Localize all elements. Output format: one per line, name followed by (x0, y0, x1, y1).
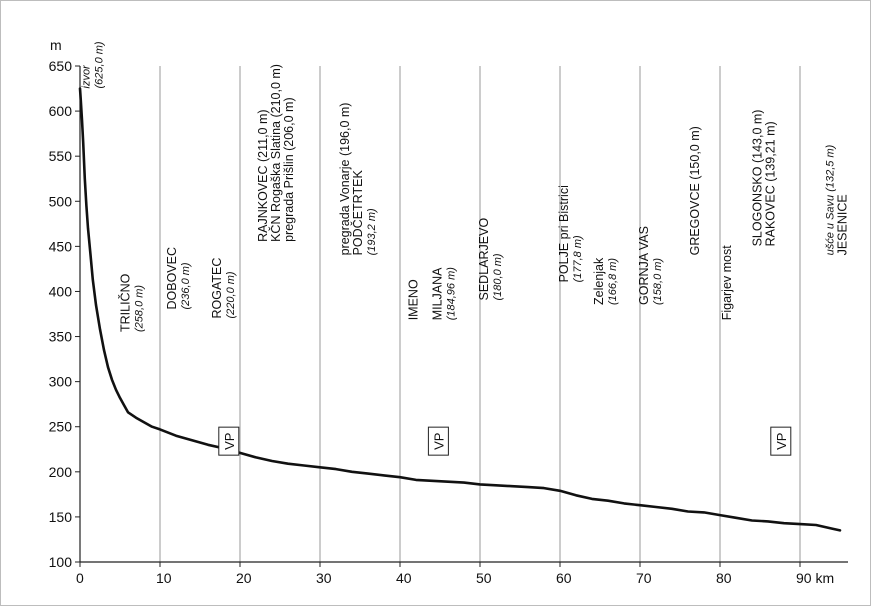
y-tick-label: 300 (49, 374, 73, 390)
vp-label: VP (431, 433, 446, 450)
vp-box (218, 426, 240, 456)
annotation-line: RAJNKOVEC (211,0 m) (256, 109, 270, 241)
annotation-line: ušće u Savu (132,5 m) (825, 144, 837, 255)
y-tick-label: 600 (49, 103, 73, 119)
annotation-line: GREGOVCE (150,0 m) (688, 126, 702, 255)
annotation-line: JESENICE (836, 194, 850, 255)
series-layer (78, 87, 842, 532)
annotation-line: KČN Rogaška Slatina (210,0 m) (268, 64, 283, 242)
x-tick-label: 30 (316, 570, 332, 586)
vp-label: VP (774, 433, 789, 450)
annotation-line: SLOGONSKO (143,0 m) (751, 110, 765, 247)
annotation-line: (220,0 m) (225, 271, 237, 318)
annotation: DOBOVEC (236,0 m) (165, 247, 192, 310)
y-tick-label: 350 (49, 329, 73, 345)
y-tick-label: 100 (49, 554, 73, 570)
annotation: GREGOVCE (150,0 m) (688, 126, 702, 255)
annotation-line: (625,0 m) (94, 41, 106, 88)
annotation-line: MILJANA (431, 267, 445, 320)
x-tick-label: 10 (156, 570, 172, 586)
y-tick-label: 650 (49, 58, 73, 74)
annotation-line: (158,0 m) (652, 258, 664, 305)
annotation: RAJNKOVEC (211,0 m) KČN Rogaška Slatina (… (256, 64, 296, 242)
x-tick-label: 80 (716, 570, 732, 586)
grid-lines (159, 66, 801, 562)
annotation-line: Figarjev most (720, 245, 734, 321)
x-tick-label: 20 (236, 570, 252, 586)
annotation: POLJE pri Bistrici (177,8 m) (557, 185, 584, 282)
annotation-line: RAKOVEC (139,21 m) (764, 121, 778, 246)
annotation: pregrada Vonarje (196,0 m) PODČETRTEK (193… (338, 103, 378, 256)
y-tick-label: 500 (49, 193, 73, 209)
annotation-line: (184,96 m) (446, 267, 458, 321)
annotation: Figarjev most (720, 245, 734, 321)
annotation: SLOGONSKO (143,0 m) RAKOVEC (139,21 m) (751, 110, 778, 247)
y-tick-label: 250 (49, 419, 73, 435)
x-tick-label: 70 (636, 570, 652, 586)
y-axis-unit-label: m (50, 37, 62, 53)
annotation: TRILIČNO (258,0 m) (118, 273, 146, 332)
y-tick-label: 400 (49, 283, 73, 299)
y-tick-label: 450 (49, 238, 73, 254)
annotation-line: PODČETRTEK (350, 170, 365, 256)
vp-box (770, 426, 792, 456)
annotation-line: TRILIČNO (118, 273, 133, 332)
annotation: ušće u Savu (132,5 m) JESENICE (825, 144, 850, 255)
annotation-line: POLJE pri Bistrici (557, 185, 571, 282)
annotation-line: SEDLARJEVO (477, 218, 491, 301)
annotation: IMENO (407, 279, 421, 320)
annotation: izvor (625,0 m) (81, 41, 106, 88)
y-tick-label: 550 (49, 148, 73, 164)
x-tick-label: 60 (556, 570, 572, 586)
annotation-line: (236,0 m) (180, 262, 192, 309)
annotation-line: (166,8 m) (607, 258, 619, 305)
annotation: MILJANA (184,96 m) (431, 267, 458, 321)
y-tick-label: 200 (49, 464, 73, 480)
axes: 0 10 20 30 40 50 60 70 80 90 km 100 150 200 250 300 350… (49, 37, 848, 586)
annotation: Zelenjak (166,8 m) (592, 257, 619, 305)
annotation-line: (193,2 m) (366, 208, 378, 255)
annotation-line: ROGATEC (210, 258, 224, 319)
annotation-line: (180,0 m) (492, 253, 504, 300)
x-tick-label: 40 (396, 570, 412, 586)
annotation-line: GORNJA VAS (637, 226, 651, 305)
annotation-line: (177,8 m) (572, 235, 584, 282)
annotation-line: izvor (81, 64, 93, 89)
annotation-line: (258,0 m) (134, 285, 146, 332)
x-tick-label: 0 (76, 570, 84, 586)
annotations-layer: izvor (625,0 m)TRILIČNO (258,0 m) DOBOVEC (2… (81, 41, 850, 456)
vp-label: VP (222, 433, 237, 450)
vp-box (427, 426, 449, 456)
annotation: SEDLARJEVO (180,0 m) (477, 218, 504, 301)
annotation: ROGATEC (220,0 m) (210, 258, 237, 319)
annotation-line: pregrada Prišlin (206,0 m) (282, 97, 296, 242)
x-tick-label: 50 (476, 570, 492, 586)
annotation-line: DOBOVEC (165, 247, 179, 310)
annotation: GORNJA VAS (158,0 m) (637, 226, 664, 305)
annotation-line: IMENO (407, 279, 421, 320)
x-tick-label: 90 km (796, 570, 834, 586)
profile-line (78, 87, 842, 532)
annotation-line: pregrada Vonarje (196,0 m) (338, 103, 352, 256)
y-tick-label: 150 (49, 509, 73, 525)
annotation-line: Zelenjak (592, 257, 606, 305)
